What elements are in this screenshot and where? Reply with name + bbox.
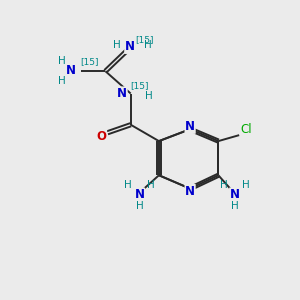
Text: O: O [97,130,106,143]
Text: H: H [113,40,121,50]
Text: H: H [124,180,132,190]
Text: [15]: [15] [136,35,154,44]
Text: N: N [185,184,195,197]
Text: H: H [242,180,250,190]
Text: H: H [231,201,239,211]
Text: [15]: [15] [80,57,99,66]
Text: N: N [230,188,240,201]
Text: N: N [117,87,127,100]
Text: [15]: [15] [131,81,149,90]
Text: H: H [145,91,153,101]
Text: H: H [144,40,152,50]
Text: N: N [66,64,76,77]
Text: H: H [58,76,66,86]
Text: N: N [185,120,195,133]
Text: Cl: Cl [241,123,252,136]
Text: N: N [135,188,145,201]
Text: H: H [58,56,66,66]
Text: H: H [136,201,143,211]
Text: N: N [125,40,135,53]
Text: H: H [147,180,155,190]
Text: H: H [220,180,227,190]
